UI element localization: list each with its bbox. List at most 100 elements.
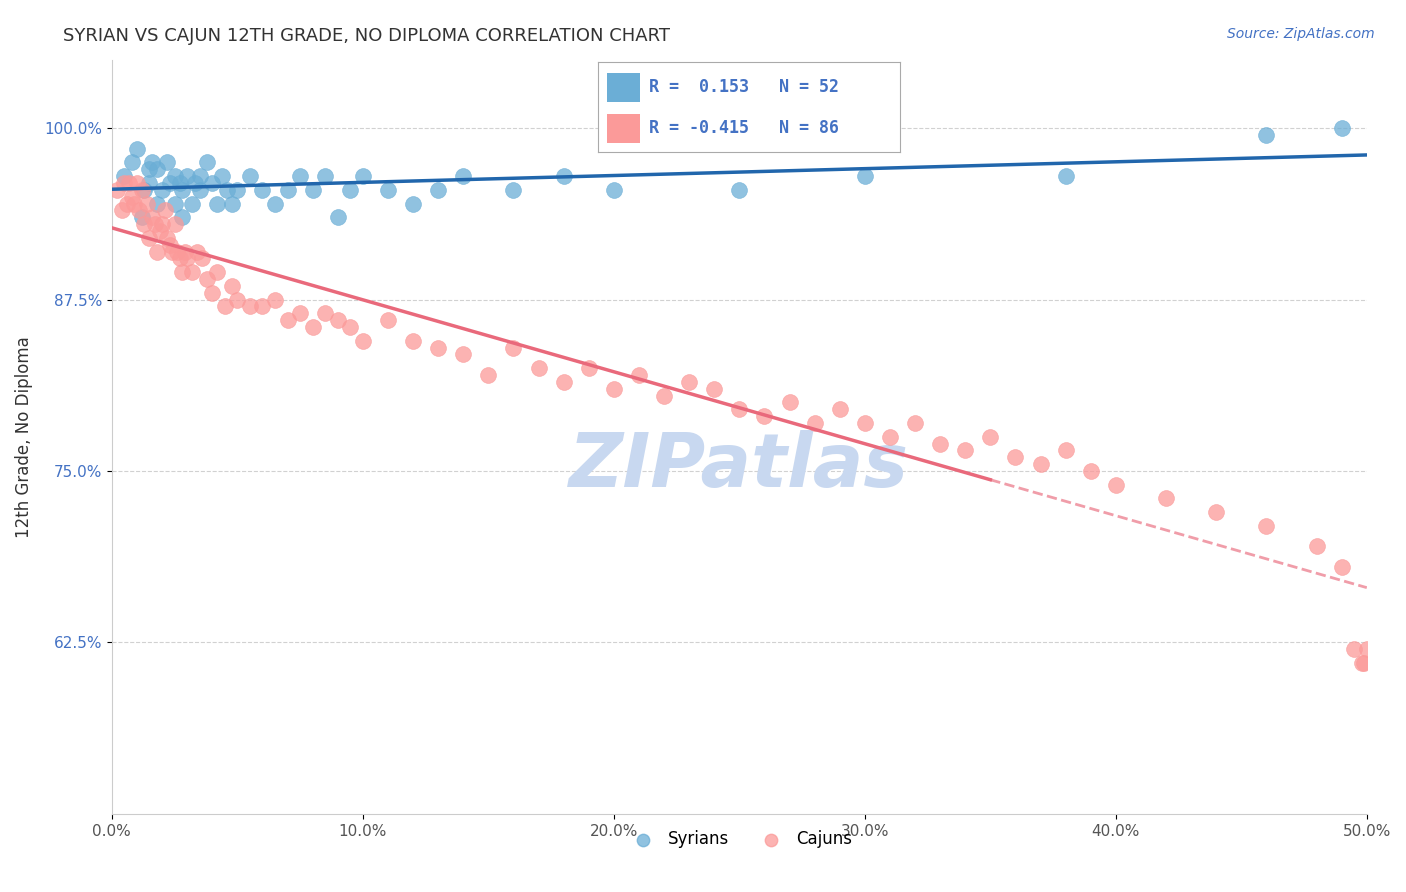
Text: ZIPatlas: ZIPatlas	[569, 431, 910, 503]
Point	[1355, 642, 1378, 657]
Point	[124, 196, 146, 211]
Point	[527, 361, 550, 376]
Point	[153, 203, 176, 218]
Point	[339, 183, 361, 197]
Point	[904, 416, 927, 430]
Point	[652, 389, 675, 403]
Point	[728, 402, 751, 417]
Point	[156, 155, 179, 169]
Text: R = -0.415   N = 86: R = -0.415 N = 86	[650, 119, 839, 136]
Point	[477, 368, 499, 382]
Point	[183, 176, 205, 190]
Point	[339, 320, 361, 334]
Point	[728, 183, 751, 197]
Point	[377, 183, 399, 197]
Point	[603, 382, 626, 396]
Point	[163, 169, 186, 184]
Point	[146, 244, 169, 259]
Point	[173, 244, 195, 259]
Point	[138, 162, 160, 177]
Point	[955, 443, 977, 458]
Point	[1004, 450, 1026, 465]
Point	[754, 409, 776, 424]
Point	[853, 416, 876, 430]
Point	[226, 293, 249, 307]
Point	[252, 183, 274, 197]
Point	[214, 300, 236, 314]
Point	[402, 196, 425, 211]
Point	[239, 169, 262, 184]
Point	[1105, 477, 1128, 491]
Point	[1330, 121, 1353, 136]
Point	[1330, 560, 1353, 574]
Point	[377, 313, 399, 327]
Point	[553, 169, 575, 184]
Point	[166, 244, 188, 259]
Point	[451, 169, 474, 184]
Point	[929, 436, 952, 450]
Text: R =  0.153   N = 52: R = 0.153 N = 52	[650, 78, 839, 96]
Point	[159, 237, 181, 252]
Point	[143, 217, 166, 231]
Point	[211, 169, 233, 184]
Point	[188, 169, 211, 184]
Point	[163, 196, 186, 211]
Point	[326, 313, 349, 327]
Point	[134, 183, 156, 197]
Point	[301, 320, 323, 334]
Text: SYRIAN VS CAJUN 12TH GRADE, NO DIPLOMA CORRELATION CHART: SYRIAN VS CAJUN 12TH GRADE, NO DIPLOMA C…	[63, 27, 671, 45]
Point	[156, 231, 179, 245]
Point	[134, 217, 156, 231]
Point	[195, 155, 218, 169]
Bar	[606, 114, 640, 143]
Point	[146, 196, 169, 211]
Point	[118, 176, 141, 190]
Y-axis label: 12th Grade, No Diploma: 12th Grade, No Diploma	[15, 336, 32, 538]
Point	[1256, 519, 1278, 533]
Bar	[606, 73, 640, 102]
Point	[314, 306, 336, 320]
Point	[427, 341, 450, 355]
Point	[252, 300, 274, 314]
Point	[288, 306, 311, 320]
Point	[201, 285, 224, 300]
Point	[150, 183, 173, 197]
Point	[112, 169, 135, 184]
Point	[186, 244, 208, 259]
Point	[181, 265, 204, 279]
Point	[828, 402, 851, 417]
Point	[121, 155, 143, 169]
Point	[131, 183, 153, 197]
Point	[603, 183, 626, 197]
Point	[176, 252, 198, 266]
Point	[112, 176, 135, 190]
Point	[160, 244, 183, 259]
Point	[169, 176, 191, 190]
Point	[1154, 491, 1177, 506]
Point	[217, 183, 239, 197]
Point	[1029, 457, 1052, 471]
Point	[288, 169, 311, 184]
Point	[121, 190, 143, 204]
Point	[188, 183, 211, 197]
Point	[1305, 540, 1327, 554]
Point	[853, 169, 876, 184]
Point	[141, 211, 163, 225]
Point	[181, 196, 204, 211]
Point	[195, 272, 218, 286]
Point	[163, 217, 186, 231]
Point	[1205, 505, 1227, 519]
Point	[125, 142, 148, 156]
Point	[105, 183, 128, 197]
Point	[150, 217, 173, 231]
Point	[678, 375, 700, 389]
Point	[138, 176, 160, 190]
Point	[352, 334, 374, 348]
Point	[207, 265, 229, 279]
Point	[207, 196, 229, 211]
Point	[169, 252, 191, 266]
Point	[176, 169, 198, 184]
Point	[779, 395, 801, 409]
Point	[1054, 169, 1077, 184]
Point	[148, 224, 170, 238]
